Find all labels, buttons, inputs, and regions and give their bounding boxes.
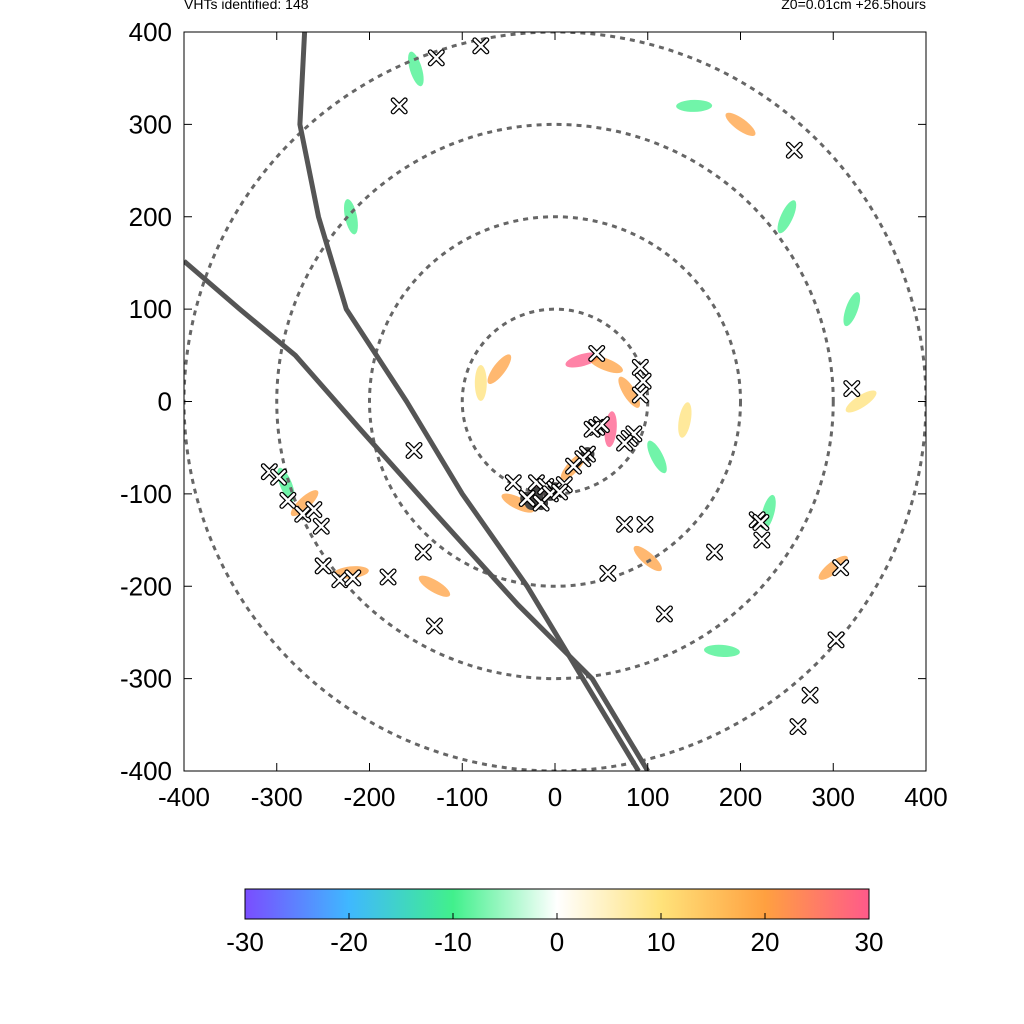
vorticity-patch [678, 402, 692, 438]
colorbar-tick-label: 30 [855, 927, 884, 957]
y-tick-label: -200 [120, 571, 172, 601]
run-info-label: Z0=0.01cm +26.5hours [781, 0, 926, 12]
vht-marker [565, 457, 583, 475]
vorticity-patch [418, 575, 451, 597]
vorticity-patch [501, 493, 535, 513]
x-tick-label: -400 [158, 782, 210, 812]
colorbar-tick-label: -10 [434, 927, 472, 957]
vorticity-patch [703, 644, 740, 658]
y-tick-label: -100 [120, 479, 172, 509]
vht-marker [634, 372, 652, 390]
vht-marker [504, 474, 522, 492]
vorticity-patch [487, 354, 512, 384]
vht-marker [405, 441, 423, 459]
y-tick-label: -400 [120, 756, 172, 786]
vht-marker [518, 489, 536, 507]
vht-marker [425, 617, 443, 635]
colorbar-tick-label: 10 [647, 927, 676, 957]
y-tick-label: 300 [129, 109, 172, 139]
x-tick-label: -300 [251, 782, 303, 812]
vht-marker [827, 631, 845, 649]
vht-marker [344, 569, 362, 587]
x-tick-label: -100 [436, 782, 488, 812]
vht-marker [379, 568, 397, 586]
vorticity-patch [818, 555, 848, 580]
vorticity-patch [676, 99, 713, 112]
vht-marker [592, 416, 610, 434]
x-tick-label: 300 [812, 782, 855, 812]
vht-marker [583, 420, 601, 438]
vorticity-patch [343, 199, 358, 235]
vht-marker [752, 514, 770, 532]
vorticity-patch [845, 390, 877, 413]
vht-marker [305, 501, 323, 519]
vht-markers [260, 37, 861, 736]
range-ring [460, 307, 650, 496]
plot-frame [183, 31, 927, 772]
x-tick-label: -200 [343, 782, 395, 812]
x-tick-label: 400 [904, 782, 947, 812]
x-tick-label: 0 [548, 782, 562, 812]
vorticity-patch [725, 112, 756, 137]
y-tick-label: 0 [158, 387, 172, 417]
coastline [297, 32, 641, 771]
colorbar-tick-label: 0 [550, 927, 564, 957]
axes: -400 -300 -200 -100 0 100 200 300 400 -400 -300 -20… [120, 17, 948, 812]
vht-marker [294, 505, 312, 523]
vht-marker [631, 358, 649, 376]
vht-marker [616, 515, 634, 533]
vht-marker [843, 380, 861, 398]
vht-marker [706, 543, 724, 561]
vht-marker [551, 483, 569, 501]
vht-marker [472, 37, 490, 55]
vht-count-label: VHTs identified: 148 [184, 0, 309, 12]
vorticity-patch [777, 200, 797, 234]
vht-marker [331, 571, 349, 589]
range-ring [184, 32, 926, 771]
vht-marker [789, 718, 807, 736]
vorticity-patch [474, 365, 487, 402]
vht-marker [390, 97, 408, 115]
colorbar: -30 -20 -10 0 10 20 30 [226, 888, 884, 957]
vht-marker [279, 491, 297, 509]
y-tick-label: 400 [129, 17, 172, 47]
vht-marker [753, 531, 771, 549]
x-tick-label: 100 [626, 782, 669, 812]
vht-marker [260, 463, 278, 481]
vht-marker [616, 434, 634, 452]
vht-marker [631, 386, 649, 404]
vht-marker [655, 605, 673, 623]
range-rings [184, 32, 926, 771]
vht-marker [801, 686, 819, 704]
vht-marker [599, 564, 617, 582]
vht-marker [636, 515, 654, 533]
range-ring [275, 122, 835, 681]
coastlines [184, 32, 650, 771]
y-tick-label: 100 [129, 294, 172, 324]
coastline [184, 259, 650, 771]
vorticity-patch [633, 545, 662, 572]
vht-marker [270, 468, 288, 486]
colorbar-tick-label: -30 [226, 927, 264, 957]
vht-marker [414, 543, 432, 561]
vht-marker [314, 557, 332, 575]
range-ring [368, 215, 742, 588]
x-tick-label: 200 [719, 782, 762, 812]
vht-marker [427, 49, 445, 67]
y-tick-label: 200 [129, 202, 172, 232]
vorticity-patch [843, 292, 861, 327]
y-tick-label: -300 [120, 664, 172, 694]
colorbar-tick-label: -20 [330, 927, 368, 957]
vorticity-patch [589, 356, 623, 374]
vorticity-patch [647, 440, 667, 474]
colorbar-tick-label: 20 [751, 927, 780, 957]
vht-marker [312, 517, 330, 535]
vht-marker [832, 559, 850, 577]
vht-marker [588, 344, 606, 362]
vorticity-field [277, 51, 877, 658]
vorticity-patch [408, 51, 424, 87]
vht-marker [785, 141, 803, 159]
